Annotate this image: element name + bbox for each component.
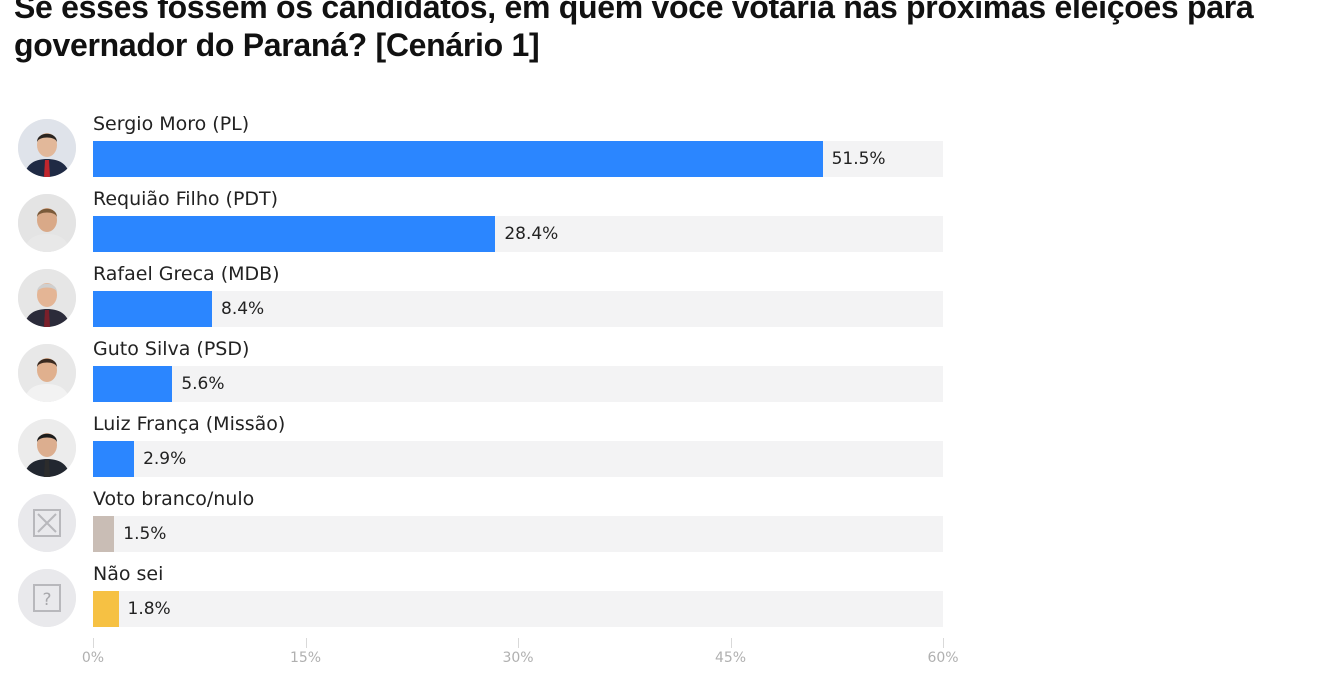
bar-track: 1.5% — [93, 516, 943, 552]
value-label: 1.8% — [127, 599, 171, 619]
axis-tick — [305, 638, 307, 648]
category-label: Guto Silva (PSD) — [93, 338, 250, 360]
axis-tick-label: 0% — [81, 650, 105, 666]
bar-track: 8.4% — [93, 291, 943, 327]
value-label: 5.6% — [181, 374, 225, 394]
category-label: Luiz França (Missão) — [93, 413, 286, 435]
category-label: Voto branco/nulo — [93, 488, 255, 510]
bar — [93, 591, 119, 627]
candidate-photo-icon — [18, 194, 76, 252]
axis-tick — [730, 638, 732, 648]
bar — [93, 441, 135, 477]
bar-track: 28.4% — [93, 216, 943, 252]
candidate-photo-icon — [18, 119, 76, 177]
value-label: 8.4% — [221, 299, 265, 319]
axis-tick — [518, 638, 519, 648]
bar-track: 2.9% — [93, 441, 943, 477]
axis-tick-label: 60% — [927, 650, 959, 666]
svg-text:?: ? — [42, 590, 51, 610]
bar — [93, 291, 212, 327]
value-label: 1.5% — [123, 524, 167, 544]
axis-tick-label: 15% — [289, 650, 322, 666]
candidate-photo-icon — [18, 344, 76, 402]
axis-tick — [943, 638, 944, 648]
bar-track: 1.8% — [93, 591, 943, 627]
category-label: Rafael Greca (MDB) — [93, 263, 280, 285]
axis-tick-label: 30% — [502, 650, 534, 666]
bar-track: 51.5% — [93, 141, 943, 177]
chart-title: Se esses fossem os candidatos, em quem v… — [14, 0, 1254, 63]
candidate-photo-icon — [18, 269, 76, 327]
category-label: Sergio Moro (PL) — [93, 113, 250, 135]
category-label: Requião Filho (PDT) — [93, 188, 279, 210]
bar — [93, 141, 823, 177]
x-box-icon — [18, 494, 76, 552]
value-label: 2.9% — [143, 449, 187, 469]
axis-tick-label: 45% — [714, 650, 747, 666]
bar-track: 5.6% — [93, 366, 943, 402]
axis-tick — [93, 638, 94, 648]
value-label: 51.5% — [831, 149, 886, 169]
category-label: Não sei — [93, 563, 164, 585]
bar — [93, 516, 115, 552]
bar — [93, 366, 173, 402]
bar — [93, 216, 496, 252]
candidate-photo-icon — [18, 419, 76, 477]
question-box-icon: ? — [18, 569, 76, 627]
value-label: 28.4% — [504, 224, 559, 244]
